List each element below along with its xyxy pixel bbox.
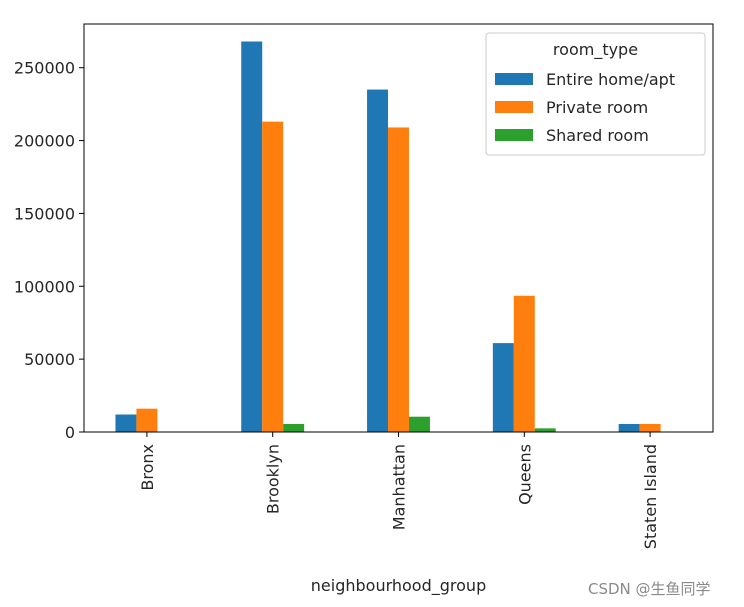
legend-title: room_type (553, 40, 638, 60)
y-tick-label: 250000 (14, 59, 75, 78)
legend-entry-label: Private room (546, 98, 648, 117)
x-axis: Bronx Brooklyn Manhattan Queens Staten Islan… (138, 432, 660, 549)
x-tick-label: Bronx (138, 444, 157, 491)
x-tick-label: Manhattan (390, 444, 409, 530)
legend-swatch-private-room (495, 101, 533, 113)
bar-brooklyn-entire-home-apt (241, 41, 263, 432)
bar-manhattan-shared-room (408, 416, 430, 432)
x-tick-label: Staten Island (641, 444, 660, 549)
y-tick-label: 50000 (24, 350, 75, 369)
legend-swatch-entire-home-apt (495, 73, 533, 85)
x-axis-label: neighbourhood_group (311, 576, 486, 596)
y-tick-label: 100000 (14, 277, 75, 296)
watermark: CSDN @生鱼同学 (588, 580, 711, 598)
y-tick-label: 0 (65, 423, 75, 442)
bar-brooklyn-shared-room (283, 423, 305, 432)
legend-box (485, 32, 706, 156)
bar-queens-shared-room (534, 428, 556, 432)
bar-bronx-entire-home-apt (115, 414, 137, 432)
bar-bronx-private-room (136, 408, 158, 432)
legend: room_type Entire home/apt Private room Shar… (485, 32, 706, 156)
legend-swatch-shared-room (495, 129, 533, 141)
y-tick-label: 150000 (14, 204, 75, 223)
bar-brooklyn-private-room (262, 121, 284, 432)
bar-queens-entire-home-apt (492, 343, 514, 432)
bar-queens-private-room (513, 295, 535, 432)
legend-entry-label: Entire home/apt (546, 70, 675, 89)
y-tick-label: 200000 (14, 132, 75, 151)
bars-group (115, 41, 661, 433)
x-tick-label: Brooklyn (264, 444, 283, 514)
legend-entry-label: Shared room (546, 126, 649, 145)
bar-manhattan-private-room (388, 127, 409, 432)
bar-manhattan-entire-home-apt (367, 89, 389, 433)
y-axis: 0 50000 100000 150000 200000 250000 (14, 59, 84, 442)
x-tick-label: Queens (515, 444, 534, 505)
bar-staten-island-private-room (639, 423, 661, 432)
bar-staten-island-entire-home-apt (618, 423, 640, 432)
